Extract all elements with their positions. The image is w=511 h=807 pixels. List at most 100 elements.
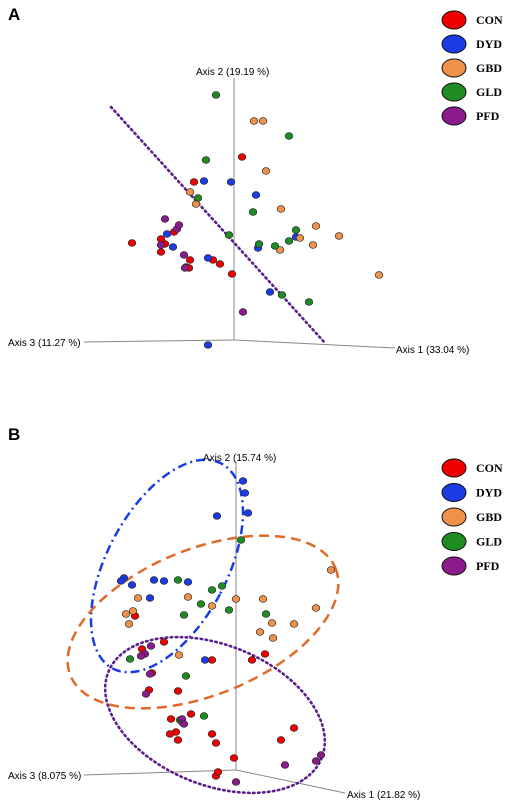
point-gbd-7 (295, 234, 305, 242)
point-dyd-0 (199, 177, 209, 185)
axis3-line (83, 339, 235, 343)
point-con-1 (159, 638, 169, 646)
point-con-7 (186, 710, 196, 718)
legend-label-gld: GLD (476, 535, 502, 549)
point-gbd-11 (174, 651, 184, 659)
point-pfd-5 (180, 264, 190, 272)
panel-b-letter: B (8, 425, 20, 444)
point-gbd-5 (276, 205, 286, 213)
axis2-label: Axis 2 (19.19 %) (196, 67, 269, 78)
point-gbd-12 (255, 628, 265, 636)
point-gbd-4 (128, 607, 138, 615)
axis3-label: Axis 3 (11.27 %) (8, 338, 81, 349)
ellipse-dyd (89, 458, 245, 674)
point-con-19 (260, 650, 270, 658)
point-gbd-8 (231, 595, 241, 603)
point-pfd-4 (179, 251, 189, 259)
point-pfd-9 (316, 751, 326, 759)
point-gld-2 (196, 600, 206, 608)
point-gbd-7 (207, 602, 217, 610)
point-dyd-7 (168, 243, 178, 251)
point-gld-8 (181, 672, 191, 680)
point-gld-9 (254, 240, 264, 248)
legend-label-pfd: PFD (476, 559, 500, 573)
point-gbd-10 (267, 619, 277, 627)
point-gbd-0 (326, 566, 336, 574)
legend-marker-pfd (441, 106, 467, 126)
legend-marker-con (441, 458, 467, 478)
point-con-11 (173, 736, 183, 744)
point-dyd-3 (212, 512, 222, 520)
legend-label-dyd: DYD (476, 486, 502, 500)
point-dyd-10 (183, 578, 193, 586)
point-dyd-1 (240, 489, 250, 497)
point-con-20 (213, 768, 223, 776)
legend-label-pfd: PFD (476, 109, 500, 123)
legend-marker-con (441, 10, 467, 30)
legend-label-gbd: GBD (476, 510, 502, 524)
point-dyd-9 (145, 594, 155, 602)
point-con-12 (207, 730, 217, 738)
axis1-line (233, 339, 396, 349)
point-gld-4 (217, 582, 227, 590)
point-gld-3 (207, 586, 217, 594)
point-gbd-2 (185, 188, 195, 196)
separator-line (109, 105, 327, 345)
point-con-6 (173, 687, 183, 695)
point-gbd-3 (133, 594, 143, 602)
point-dyd-5 (162, 230, 172, 238)
point-con-14 (229, 754, 239, 762)
point-con-2 (127, 239, 137, 247)
point-con-6 (156, 248, 166, 256)
legend-b: CON DYD GBD GLD PFD (441, 458, 503, 576)
axis1-label: Axis 1 (33.04 %) (396, 345, 469, 356)
axis1-label-b: Axis 1 (21.82 %) (347, 790, 420, 801)
point-pfd-2 (145, 670, 155, 678)
point-con-17 (276, 736, 286, 744)
point-gld-12 (261, 610, 271, 618)
legend-marker-dyd (441, 34, 467, 54)
point-dyd-11 (200, 656, 210, 664)
point-pfd-6 (231, 778, 241, 786)
point-gld-5 (179, 611, 189, 619)
point-pfd-0 (160, 215, 170, 223)
point-gbd-13 (289, 620, 299, 628)
point-gld-10 (277, 291, 287, 299)
legend-a: CON DYD GBD GLD PFD (441, 10, 503, 126)
point-dyd-2 (251, 191, 261, 199)
point-con-18 (247, 656, 257, 664)
point-con-5 (207, 656, 217, 664)
point-gld-11 (304, 298, 314, 306)
point-gld-9 (125, 655, 135, 663)
point-gld-8 (270, 242, 280, 250)
axis3-line-b (83, 769, 237, 776)
point-pfd-6 (238, 308, 248, 316)
point-gld-7 (284, 237, 294, 245)
point-gbd-1 (258, 117, 268, 125)
point-con-8 (166, 715, 176, 723)
legend-label-gbd: GBD (476, 61, 502, 75)
point-pfd-8 (311, 757, 321, 765)
point-gld-1 (284, 132, 294, 140)
point-gbd-6 (311, 222, 321, 230)
legend-marker-gld (441, 82, 467, 102)
axis1-line-b (235, 769, 346, 794)
point-gbd-4 (261, 167, 271, 175)
point-pfd-3 (156, 241, 166, 249)
point-gld-0 (236, 536, 246, 544)
point-con-12 (227, 270, 237, 278)
point-gbd-6 (124, 620, 134, 628)
legend-label-gld: GLD (476, 85, 502, 99)
point-dyd-9 (203, 341, 213, 349)
point-gld-1 (173, 576, 183, 584)
point-con-1 (237, 153, 247, 161)
point-dyd-7 (149, 576, 159, 584)
points-a (127, 91, 384, 349)
legend-label-dyd: DYD (476, 37, 502, 51)
point-pfd-7 (280, 761, 290, 769)
point-pfd-1 (136, 652, 146, 660)
point-con-0 (189, 178, 199, 186)
point-con-13 (211, 739, 221, 747)
axis3-label-b: Axis 3 (8.075 %) (8, 771, 81, 782)
